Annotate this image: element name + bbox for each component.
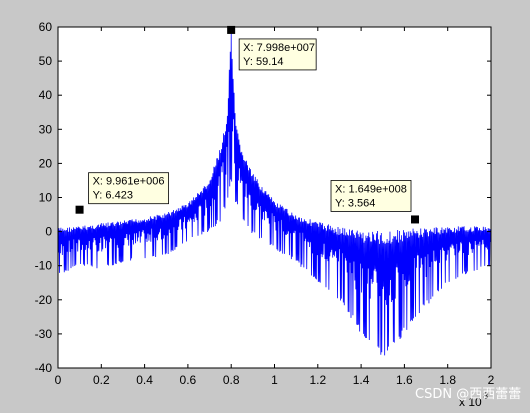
datatip-x-label: X: 9.961e+006 [93, 176, 165, 188]
x-tick-label: 0.6 [180, 373, 197, 387]
x-exponent-label: x 10 [459, 395, 482, 409]
x-tick-label: 1.4 [353, 373, 370, 387]
y-tick-label: 60 [39, 20, 53, 34]
y-tick-label: 40 [39, 88, 53, 102]
x-tick-label: 1.6 [396, 373, 413, 387]
y-tick-label: 30 [39, 122, 53, 136]
y-tick-label: 20 [39, 156, 53, 170]
x-exponent: x 10 8 [459, 391, 488, 409]
signal-series [57, 30, 492, 356]
datatip[interactable]: X: 1.649e+008 Y: 3.564 [330, 180, 420, 224]
datatip-marker[interactable] [75, 205, 84, 214]
datatip-x-label: X: 7.998e+007 [243, 42, 315, 54]
x-tick-label: 1.2 [309, 373, 326, 387]
y-tick-label: 50 [39, 54, 53, 68]
x-tick-label: 2 [488, 373, 495, 387]
x-tick-label: 0 [55, 373, 62, 387]
x-tick-label: 1.8 [439, 373, 456, 387]
watermark: CSDN @西西蕾蕾 [415, 387, 521, 402]
x-exponent-power: 8 [483, 391, 488, 401]
x-tick-label: 0.4 [136, 373, 153, 387]
datatip-y-label: Y: 59.14 [243, 56, 283, 68]
y-tick-label: -30 [35, 327, 53, 341]
signal-line [57, 30, 492, 356]
datatip-box [238, 38, 317, 71]
datatip-box [330, 180, 412, 212]
y-axis: 60 50 40 30 20 10 0 -10 -20 -30 -40 [35, 20, 491, 375]
datatip-box [88, 172, 169, 205]
y-tick-label: -10 [35, 259, 53, 273]
y-tick-label: 10 [39, 191, 53, 205]
datatip-y-label: Y: 6.423 [93, 190, 133, 202]
datatip-x-label: X: 1.649e+008 [335, 183, 407, 195]
y-tick-label: -40 [35, 361, 53, 375]
datatip[interactable]: X: 7.998e+007 Y: 59.14 [227, 25, 317, 71]
datatip-y-label: Y: 3.564 [335, 197, 375, 209]
x-tick-label: 0.2 [93, 373, 110, 387]
x-axis: 0 0.2 0.4 0.6 0.8 1 1.2 1.4 1.6 1.8 2 [55, 27, 495, 387]
datatip[interactable]: X: 9.961e+006 Y: 6.423 [75, 172, 169, 214]
y-tick-label: -20 [35, 293, 53, 307]
datatips: X: 9.961e+006 Y: 6.423 X: 7.998e+007 Y: 59.… [75, 25, 420, 224]
x-tick-label: 0.8 [223, 373, 240, 387]
datatip-marker[interactable] [227, 25, 236, 34]
y-tick-label: 0 [45, 225, 52, 239]
x-tick-label: 1 [271, 373, 278, 387]
datatip-marker[interactable] [411, 215, 420, 224]
